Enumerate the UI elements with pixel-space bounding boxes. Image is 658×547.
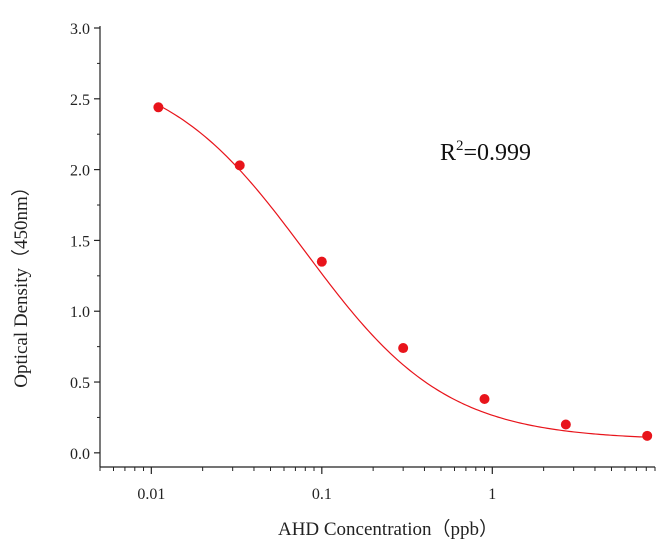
r-squared-annotation: R2=0.999 bbox=[440, 138, 531, 166]
y-tick-label: 2.5 bbox=[70, 92, 90, 109]
x-tick-label: 0.01 bbox=[137, 486, 165, 503]
y-tick-label: 1.5 bbox=[70, 233, 90, 250]
data-point bbox=[479, 394, 490, 405]
axes bbox=[99, 26, 655, 468]
data-point bbox=[234, 160, 245, 171]
data-point bbox=[316, 256, 327, 267]
y-ticks: 0.0 0.5 1.0 1.5 2.0 2.5 3.0 bbox=[70, 21, 100, 463]
data-point bbox=[642, 430, 653, 441]
x-ticks: 0.01 0.1 1 bbox=[137, 467, 496, 503]
data-point bbox=[153, 102, 164, 113]
fit-curve bbox=[158, 104, 648, 438]
x-axis-title: AHD Concentration（ppb） bbox=[278, 518, 498, 540]
r-squared-base: R bbox=[440, 140, 456, 166]
r-squared-value: =0.999 bbox=[464, 140, 532, 166]
y-tick-label: 2.0 bbox=[70, 163, 90, 180]
data-points bbox=[153, 102, 653, 441]
data-point bbox=[398, 343, 409, 354]
r-squared-superscript: 2 bbox=[456, 138, 464, 154]
y-tick-label: 0.5 bbox=[70, 375, 90, 392]
x-tick-label: 0.1 bbox=[312, 486, 332, 503]
y-axis-title: Optical Density（450nm） bbox=[10, 177, 32, 388]
y-tick-label: 3.0 bbox=[70, 21, 90, 38]
data-point bbox=[560, 419, 571, 430]
x-minor-ticks bbox=[99, 467, 656, 471]
y-tick-label: 0.0 bbox=[70, 446, 90, 463]
y-tick-label: 1.0 bbox=[70, 304, 90, 321]
x-tick-label: 1 bbox=[488, 486, 496, 503]
